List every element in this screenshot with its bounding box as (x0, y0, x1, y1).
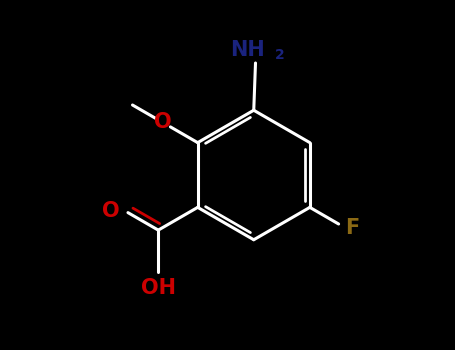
Text: 2: 2 (275, 48, 284, 62)
Text: OH: OH (141, 279, 176, 299)
Text: F: F (345, 217, 359, 238)
Text: O: O (154, 112, 172, 133)
Text: NH: NH (230, 40, 265, 60)
Text: O: O (101, 201, 119, 221)
